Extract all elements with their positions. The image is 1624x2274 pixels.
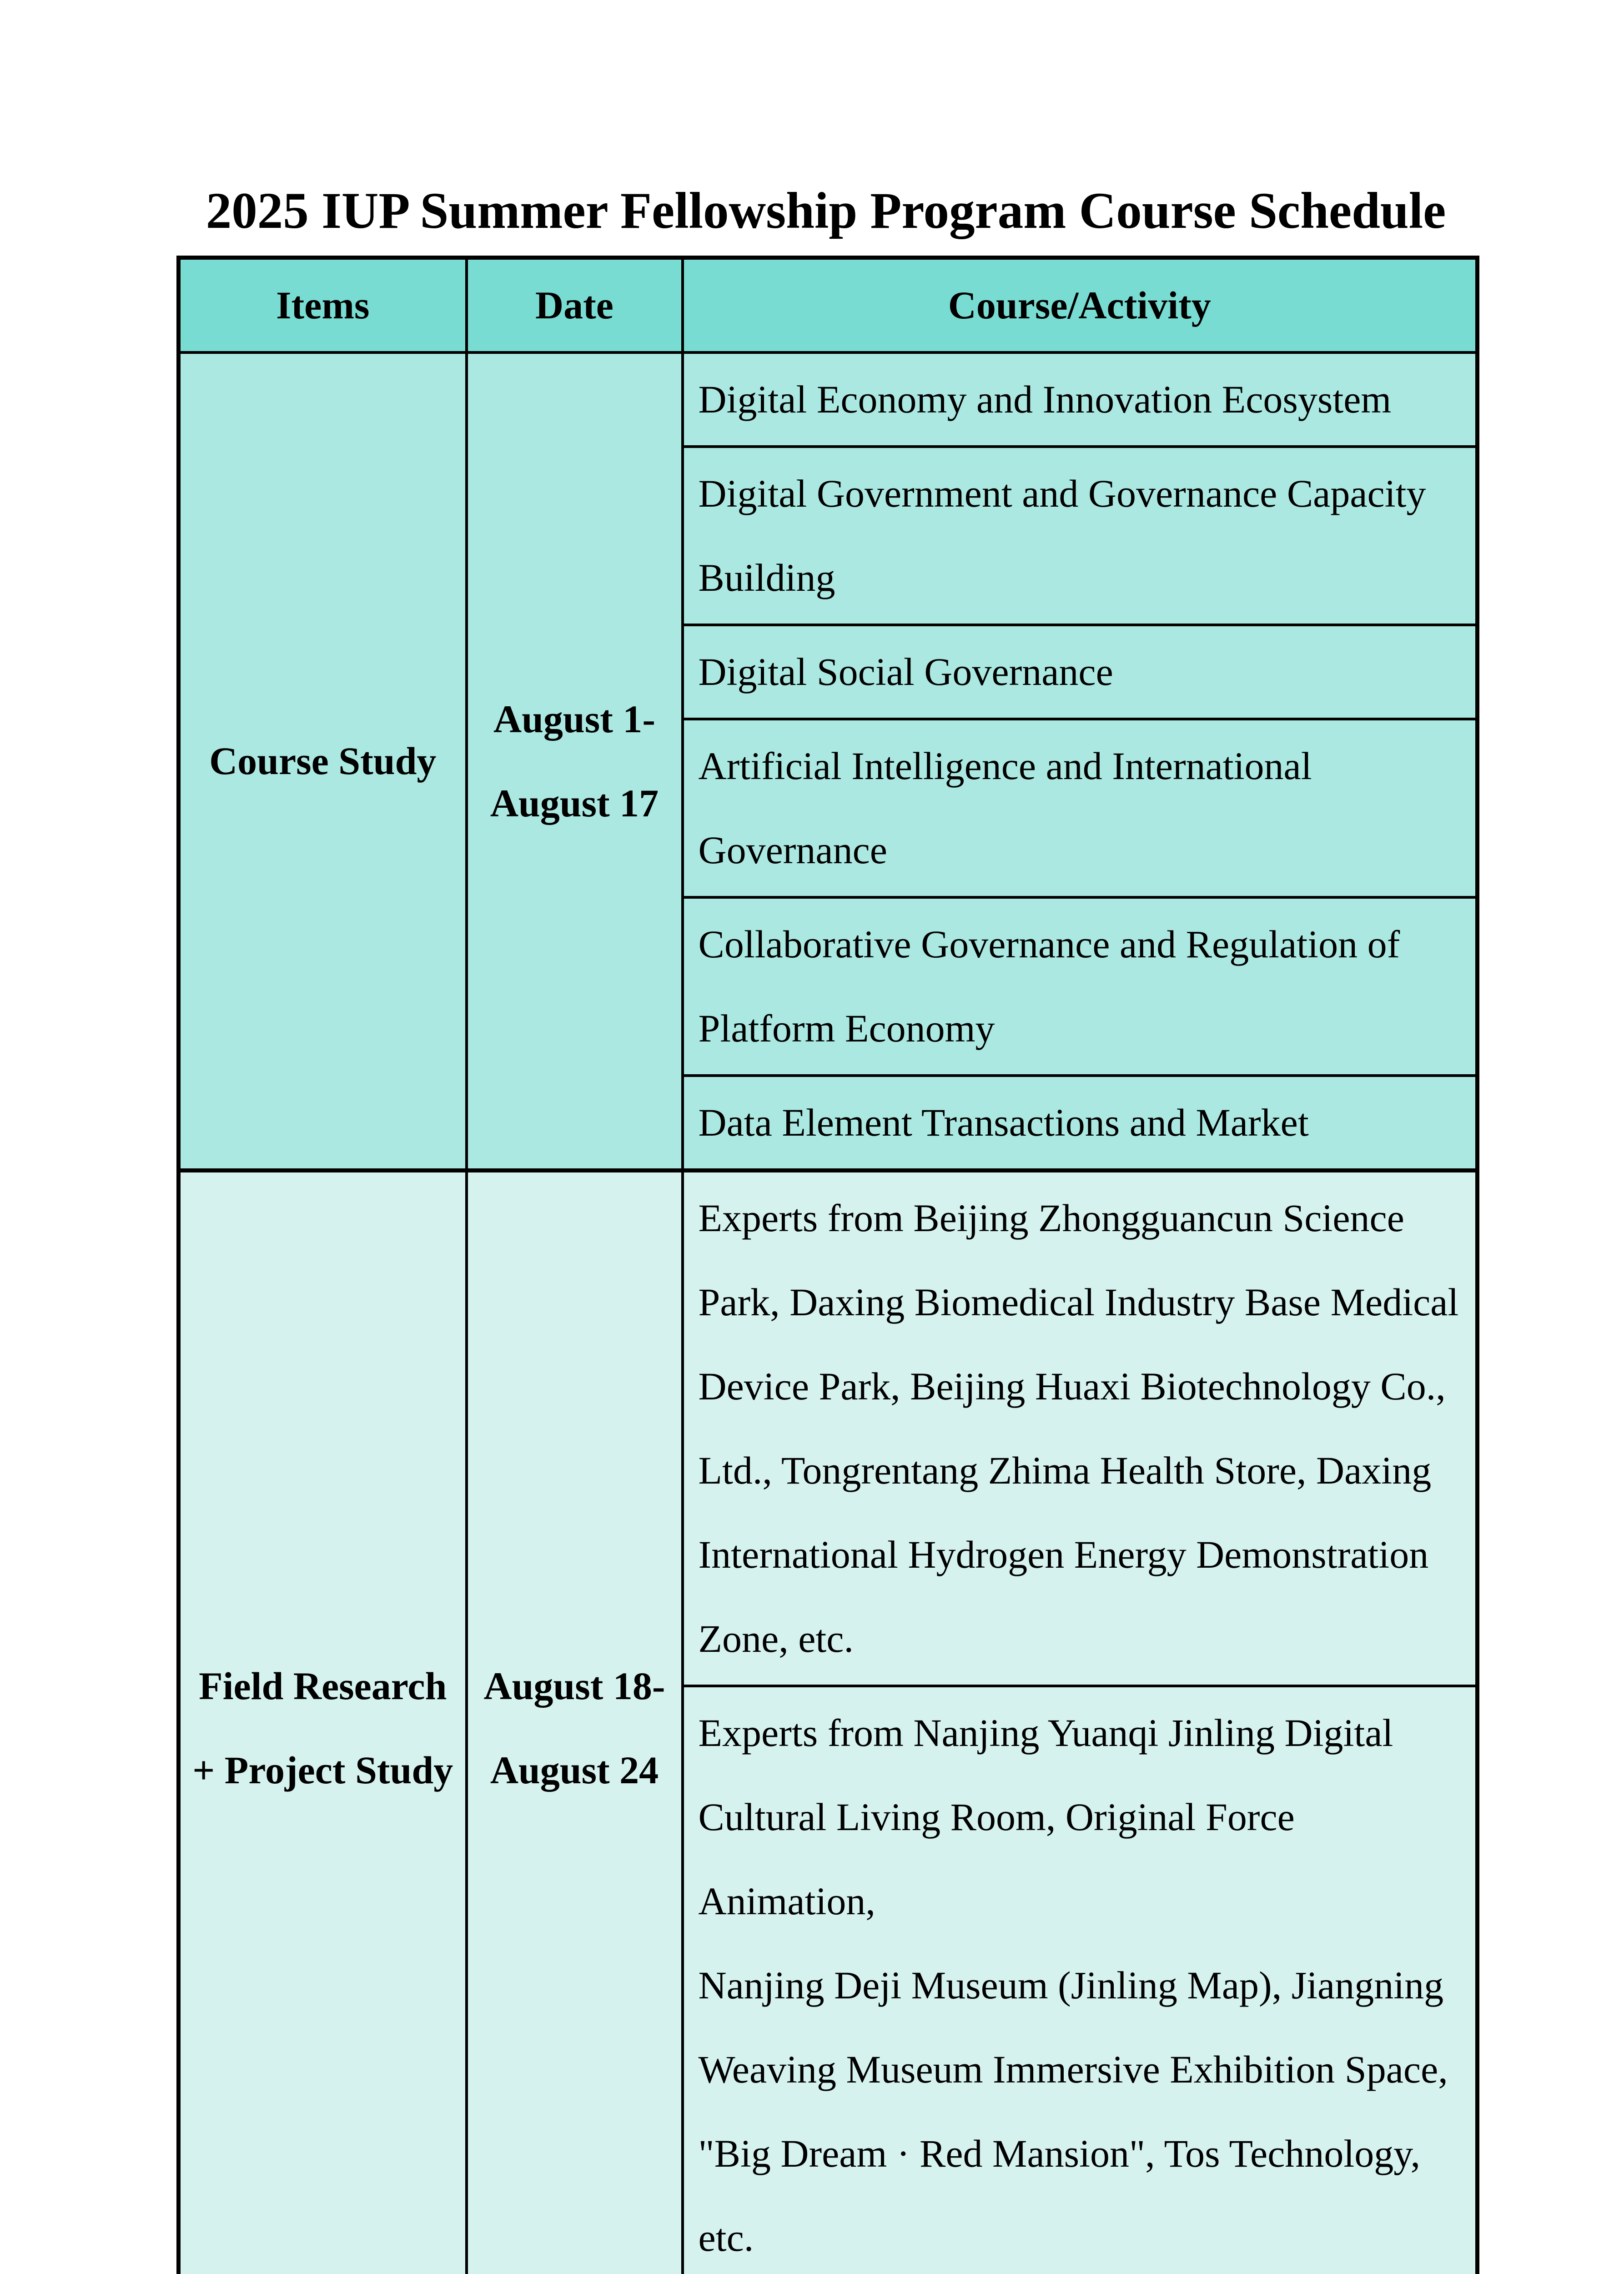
table-row: Digital Government and Governance Capaci… [179, 445, 1479, 626]
activity-cell-experts-nanjing: Experts from Nanjing Yuanqi Jinling Digi… [681, 1685, 1479, 2274]
activity-cell-ai-international-governance: Artificial Intelligence and Internationa… [681, 718, 1479, 899]
date-cell-august-1-17: August 1- August 17 [465, 351, 684, 1172]
document-page: { "title": "2025 IUP Summer Fellowship P… [0, 177, 1624, 2274]
page-title: 2025 IUP Summer Fellowship Program Cours… [206, 182, 1446, 239]
table-row: Course Study August 1- August 17 Digital… [177, 351, 1479, 1172]
items-cell-course-study: Course Study [177, 351, 468, 1172]
activity-cell-experts-beijing: Experts from Beijing Zhongguancun Scienc… [681, 1168, 1479, 1687]
activity-cell-digital-government: Digital Government and Governance Capaci… [681, 445, 1479, 626]
activity-cell-collaborative-governance: Collaborative Governance and Regulation … [681, 896, 1479, 1077]
items-cell-field-research-project-study: Field Research + Project Study [177, 1168, 468, 2274]
table-row: Artificial Intelligence and Internationa… [179, 718, 1479, 899]
date-cell-august-18-24: August 18- August 24 [465, 1168, 684, 2274]
table-row: Collaborative Governance and Regulation … [179, 896, 1479, 1077]
table-row: Data Element Transactions and Market [179, 1074, 1479, 1172]
table-row: Experts from Nanjing Yuanqi Jinling Digi… [179, 1685, 1479, 2274]
table-row: Digital Social Governance [179, 624, 1479, 720]
header-cell-items: Items [177, 256, 468, 354]
activity-cell-digital-economy: Digital Economy and Innovation Ecosystem [681, 351, 1479, 448]
table-row: Field Research + Project Study August 18… [177, 1168, 1479, 2274]
activity-cell-data-element-transactions: Data Element Transactions and Market [681, 1074, 1479, 1172]
schedule-table: Items Date Course/Activity Course Study … [176, 256, 1479, 2274]
header-row: Items Date Course/Activity [177, 256, 1479, 354]
activity-cell-digital-social-governance: Digital Social Governance [681, 624, 1479, 720]
header-cell-course-activity: Course/Activity [681, 256, 1479, 354]
header-cell-date: Date [465, 256, 684, 354]
